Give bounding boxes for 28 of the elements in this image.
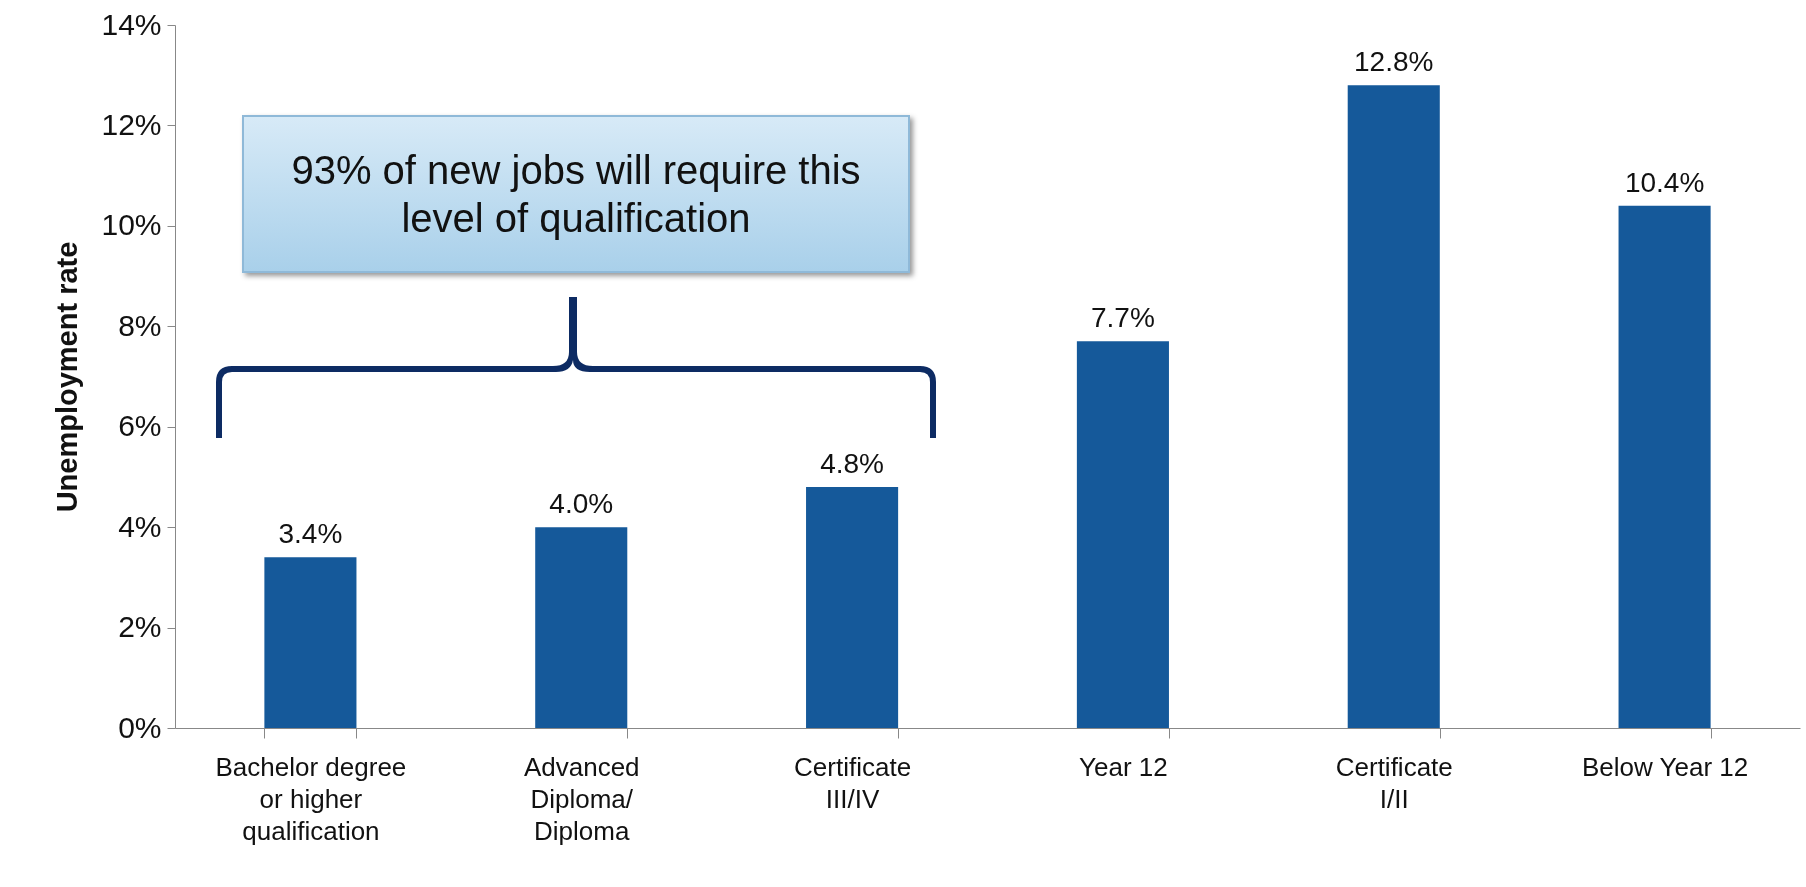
bar	[806, 486, 899, 728]
bar	[535, 527, 628, 728]
bar	[1618, 205, 1711, 728]
data-label: 7.7%	[1091, 302, 1155, 334]
y-tick-label: 8%	[118, 308, 162, 342]
data-label: 12.8%	[1354, 46, 1434, 78]
data-label: 10.4%	[1624, 166, 1705, 198]
y-tick-label: 10%	[101, 208, 162, 242]
y-tick-label: 12%	[101, 107, 162, 141]
bar	[1076, 341, 1169, 728]
bar	[1347, 85, 1440, 728]
y-tick-label: 14%	[101, 7, 162, 41]
data-label: 3.4%	[278, 518, 343, 550]
x-tick-label: Certificate I/II	[1335, 751, 1453, 814]
bar	[264, 557, 357, 728]
y-axis-title: Unemployment rate	[51, 241, 84, 513]
y-tick-label: 0%	[118, 710, 162, 744]
callout-box: 93% of new jobs will require this level of qualification	[242, 115, 910, 273]
y-tick-label: 2%	[118, 610, 162, 644]
y-tick-label: 4%	[118, 509, 162, 543]
x-tick-label: Advanced Diploma/ Diploma	[523, 751, 640, 846]
y-tick-label: 6%	[118, 409, 162, 443]
data-label: 4.8%	[820, 447, 884, 479]
x-tick-label: Certificate III/IV	[794, 751, 912, 814]
x-tick-label: Year 12	[1079, 751, 1168, 782]
data-label: 4.0%	[549, 488, 614, 520]
x-tick-label: Below Year 12	[1581, 751, 1749, 782]
x-tick-label: Bachelor degree or higher qualification	[215, 751, 407, 846]
